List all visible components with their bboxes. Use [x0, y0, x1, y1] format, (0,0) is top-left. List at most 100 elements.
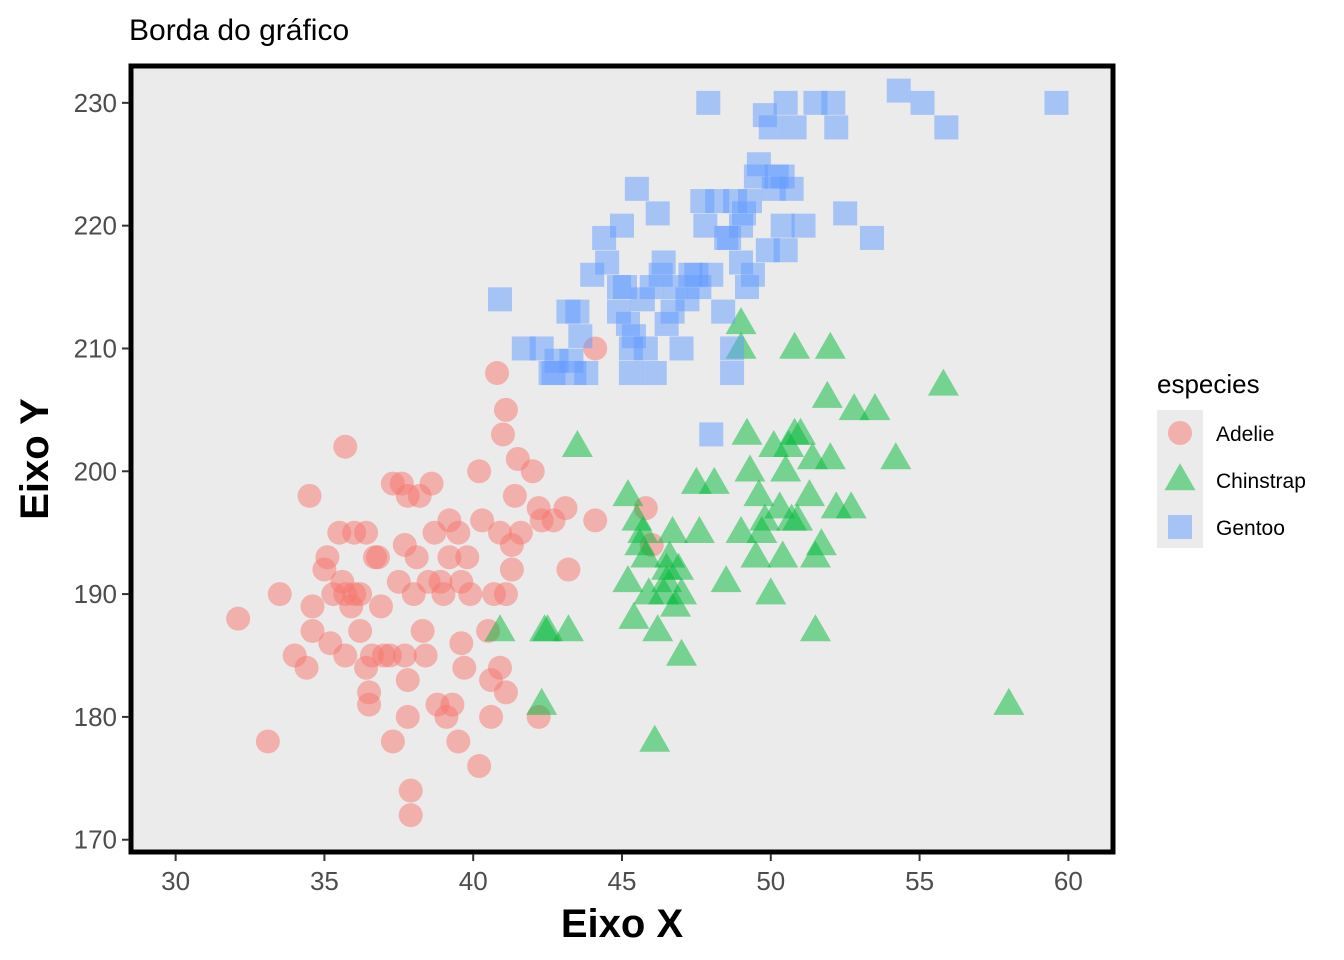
point-chinstrap: [734, 454, 766, 482]
legend-label-gentoo: Gentoo: [1216, 517, 1285, 540]
point-chinstrap: [552, 614, 584, 642]
point-adelie: [354, 520, 379, 545]
point-gentoo: [595, 250, 620, 275]
y-axis-title: Eixo Y: [13, 398, 57, 520]
panel-border: [128, 63, 1116, 855]
point-adelie: [556, 557, 581, 582]
point-gentoo: [791, 213, 816, 238]
point-adelie: [467, 754, 492, 779]
point-gentoo: [624, 176, 649, 201]
point-chinstrap: [725, 515, 757, 543]
point-chinstrap: [666, 638, 698, 666]
point-gentoo: [773, 90, 798, 115]
plot-panel: [131, 66, 1113, 852]
point-adelie: [499, 557, 524, 582]
point-adelie: [365, 545, 390, 570]
point-gentoo: [910, 90, 935, 115]
point-chinstrap: [811, 380, 843, 408]
point-chinstrap: [651, 565, 683, 593]
point-chinstrap: [740, 540, 772, 568]
y-tick-label: 200: [74, 456, 117, 486]
point-chinstrap: [770, 454, 802, 482]
point-gentoo: [669, 336, 694, 361]
y-axis: 170 180 190 200 210 220 230: [74, 88, 129, 855]
point-adelie: [300, 618, 325, 643]
point-adelie: [502, 483, 527, 508]
point-gentoo: [859, 225, 884, 250]
point-adelie: [300, 594, 325, 619]
y-tick-label: 220: [74, 211, 117, 241]
point-chinstrap: [612, 565, 644, 593]
point-chinstrap: [725, 307, 757, 335]
point-gentoo: [740, 262, 765, 287]
point-gentoo: [729, 213, 754, 238]
y-tick-label: 170: [74, 825, 117, 855]
point-chinstrap: [779, 331, 811, 359]
point-gentoo: [607, 275, 632, 300]
point-gentoo: [886, 78, 911, 103]
point-chinstrap: [835, 491, 867, 519]
point-chinstrap: [532, 614, 564, 642]
point-chinstrap: [859, 393, 891, 421]
point-chinstrap: [526, 687, 558, 715]
point-adelie: [395, 704, 420, 729]
point-chinstrap: [880, 442, 912, 470]
point-adelie: [499, 532, 524, 557]
legend-label-adelie: Adelie: [1216, 423, 1274, 446]
point-gentoo: [610, 213, 634, 238]
point-chinstrap: [642, 614, 674, 642]
x-tick-label: 55: [905, 866, 934, 896]
point-gentoo: [699, 262, 724, 287]
point-adelie: [449, 631, 474, 656]
point-adelie: [455, 545, 480, 570]
point-gentoo: [833, 201, 858, 226]
legend-title: especies: [1157, 369, 1260, 399]
point-gentoo: [779, 176, 804, 201]
point-chinstrap: [618, 601, 650, 629]
point-chinstrap: [627, 515, 659, 543]
point-adelie: [467, 459, 492, 484]
point-gentoo: [565, 299, 590, 324]
point-chinstrap: [814, 442, 846, 470]
point-adelie: [398, 803, 423, 828]
point-chinstrap: [799, 614, 831, 642]
point-gentoo: [934, 115, 959, 140]
point-adelie: [479, 704, 504, 729]
legend-label-chinstrap: Chinstrap: [1216, 470, 1306, 493]
point-adelie: [440, 692, 465, 717]
point-gentoo: [660, 299, 685, 324]
point-adelie: [458, 582, 483, 607]
y-tick-label: 180: [74, 702, 117, 732]
point-adelie: [348, 618, 373, 643]
y-tick-label: 210: [74, 333, 117, 363]
point-adelie: [446, 729, 471, 754]
point-chinstrap: [561, 429, 593, 457]
legend-key-chinstrap: [1164, 463, 1196, 491]
point-gentoo: [693, 213, 718, 238]
point-chinstrap: [814, 331, 846, 359]
point-chinstrap: [782, 503, 814, 531]
point-adelie: [553, 496, 578, 521]
point-adelie: [493, 397, 518, 422]
point-chinstrap: [710, 565, 742, 593]
point-adelie: [452, 655, 477, 680]
point-gentoo: [696, 90, 721, 115]
point-chinstrap: [731, 417, 763, 445]
point-adelie: [470, 508, 495, 533]
point-gentoo: [699, 422, 724, 447]
point-adelie: [392, 643, 417, 668]
point-chinstrap: [698, 466, 730, 494]
point-adelie: [255, 729, 280, 754]
point-chinstrap: [755, 577, 787, 605]
point-chinstrap: [743, 479, 775, 507]
chart-title: Borda do gráfico: [129, 14, 349, 47]
point-chinstrap: [657, 515, 689, 543]
point-chinstrap: [805, 528, 837, 556]
point-gentoo: [773, 238, 798, 263]
point-adelie: [410, 618, 435, 643]
point-adelie: [485, 361, 510, 386]
point-adelie: [487, 655, 512, 680]
point-chinstrap: [666, 577, 698, 605]
point-adelie: [493, 680, 518, 705]
